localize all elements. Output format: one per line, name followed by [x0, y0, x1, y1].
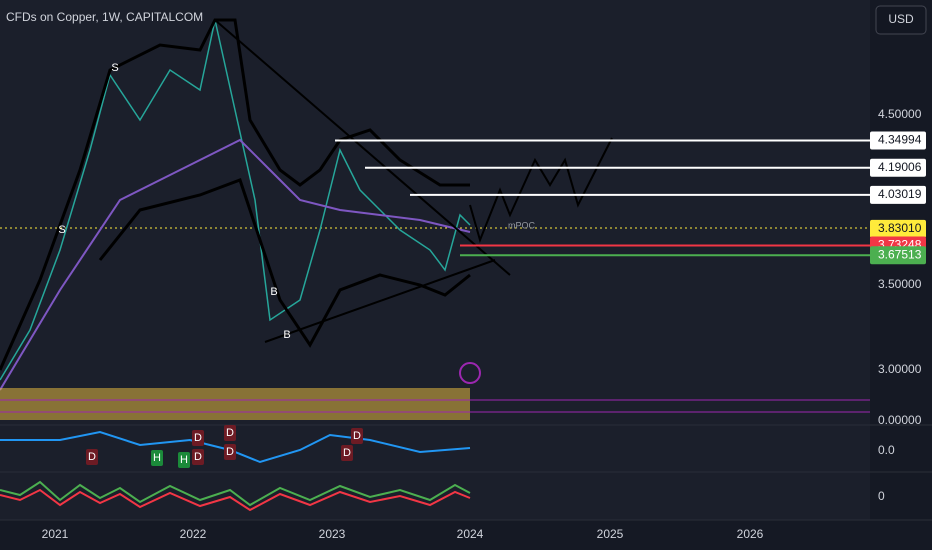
marker-label: D — [353, 430, 361, 442]
time-tick-label: 2024 — [457, 527, 484, 541]
currency-button[interactable] — [875, 5, 927, 35]
price-tick-label: 3.00000 — [878, 362, 922, 376]
time-tick-label: 2025 — [597, 527, 624, 541]
marker-label: S — [111, 62, 118, 74]
price-badge — [870, 158, 926, 177]
oscillator-line — [0, 488, 471, 512]
price-path — [0, 19, 471, 381]
time-tick-label: 2021 — [42, 527, 69, 541]
marker-box — [178, 452, 190, 468]
time-tick-label: 2023 — [319, 527, 346, 541]
marker-label: D — [194, 432, 202, 444]
marker-label: H — [153, 452, 161, 464]
annotation: mPOC — [508, 220, 536, 230]
indicator-tick-label: 0.0 — [878, 443, 895, 457]
price-badge-label: 4.03019 — [878, 187, 922, 201]
plot-bg — [0, 0, 870, 520]
marker-box — [86, 449, 98, 465]
trend-line — [264, 259, 496, 343]
marker-box — [224, 425, 236, 441]
marker-box — [224, 444, 236, 460]
price-badge — [870, 131, 926, 150]
marker-box — [341, 445, 353, 461]
marker-box — [192, 430, 204, 446]
marker-label: D — [88, 451, 96, 463]
currency-label: USD — [888, 12, 914, 26]
price-badge — [870, 246, 926, 265]
marker-label: D — [226, 427, 234, 439]
indicator-tick-label: 0 — [878, 489, 885, 503]
marker-label: D — [343, 447, 351, 459]
time-tick-label: 2026 — [737, 527, 764, 541]
lightning-icon[interactable] — [459, 362, 481, 384]
marker-box — [151, 450, 163, 466]
price-tick-label: 4.50000 — [878, 107, 922, 121]
oscillator-line — [0, 480, 471, 507]
chart-title: CFDs on Copper, 1W, CAPITALCOM — [6, 10, 203, 24]
time-tick-label: 2022 — [180, 527, 207, 541]
lower-band — [98, 178, 471, 348]
indicator-tick-label: 0.00000 — [878, 413, 922, 427]
marker-label: D — [226, 446, 234, 458]
marker-label: B — [270, 286, 277, 298]
price-tick-label: 3.50000 — [878, 277, 922, 291]
indicator-volume — [0, 388, 470, 420]
marker-box — [192, 449, 204, 465]
price-badge-label: 3.83010 — [878, 221, 922, 235]
marker-label: B — [283, 329, 290, 341]
moving-average — [0, 138, 471, 391]
projection-path — [469, 137, 613, 244]
price-badge — [870, 219, 926, 238]
price-badge — [870, 185, 926, 204]
price-badge-label: 4.19006 — [878, 160, 922, 174]
marker-label: S — [58, 224, 65, 236]
trend-line — [214, 19, 511, 276]
marker-label: D — [194, 451, 202, 463]
price-badge-label: 4.34994 — [878, 133, 922, 147]
oscillator-line — [0, 430, 471, 464]
marker-label: H — [180, 454, 188, 466]
price-badge-label: 3.67513 — [878, 247, 922, 261]
marker-box — [351, 428, 363, 444]
